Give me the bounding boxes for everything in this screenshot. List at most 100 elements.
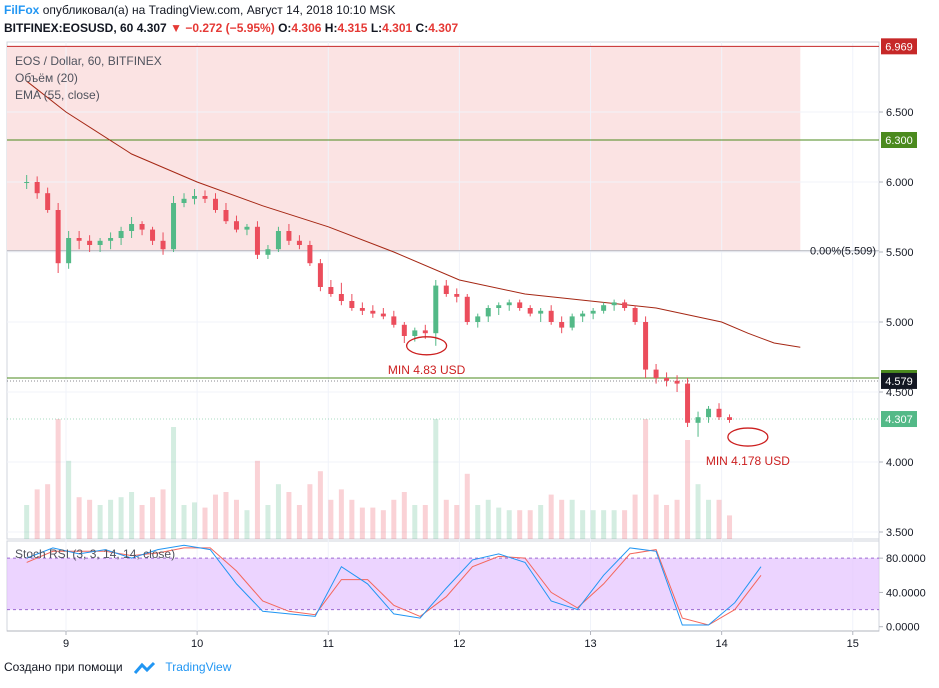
volume-bar-0 <box>24 505 30 539</box>
candle-body-51[interactable] <box>559 322 565 328</box>
high-value: 4.315 <box>337 21 368 35</box>
candle-body-67[interactable] <box>727 417 733 420</box>
candle-body-49[interactable] <box>538 310 544 314</box>
candle-body-65[interactable] <box>706 408 712 418</box>
legend-stoch-rsi[interactable]: Stoch RSI (3, 3, 14, 14, close) <box>15 547 175 561</box>
candle-body-28[interactable] <box>317 263 323 287</box>
candle-body-18[interactable] <box>212 198 218 210</box>
candle-body-53[interactable] <box>580 313 586 317</box>
candle-body-45[interactable] <box>496 305 502 308</box>
close-label: C: <box>415 21 429 35</box>
candle-body-44[interactable] <box>485 308 491 317</box>
candle-body-5[interactable] <box>76 238 82 241</box>
candle-body-16[interactable] <box>192 196 198 199</box>
candle-body-38[interactable] <box>422 330 428 334</box>
publisher-name[interactable]: FilFox <box>4 3 40 17</box>
stoch-rsi-k-line[interactable] <box>26 544 762 626</box>
candle-body-40[interactable] <box>443 285 449 294</box>
footer-brand-link[interactable]: TradingView <box>165 660 232 674</box>
annotation-ellipse-0[interactable] <box>405 336 448 356</box>
y-tick-label-6: 3.500 <box>886 527 914 539</box>
candle-body-35[interactable] <box>391 316 397 325</box>
candle-body-15[interactable] <box>181 198 187 203</box>
candle-body-0[interactable] <box>24 182 30 183</box>
annotation-text-0[interactable]: MIN 4.83 USD <box>388 363 466 377</box>
annotation-ellipse-1[interactable] <box>727 427 769 447</box>
level-badge-label-1: 6.300 <box>885 135 913 147</box>
candle-body-47[interactable] <box>517 302 523 308</box>
ema-line[interactable] <box>26 80 801 348</box>
candle-body-26[interactable] <box>296 240 302 245</box>
price-badge-1 <box>881 411 917 428</box>
volume-bar-53 <box>580 510 586 539</box>
candle-body-32[interactable] <box>359 308 365 311</box>
candle-body-43[interactable] <box>475 316 481 322</box>
candle-body-6[interactable] <box>87 240 93 245</box>
candle-body-12[interactable] <box>150 229 156 241</box>
candle-body-55[interactable] <box>601 305 607 311</box>
open-label: O: <box>278 21 292 35</box>
candle-body-9[interactable] <box>118 231 124 238</box>
stoch-rsi-d-line[interactable] <box>26 547 762 626</box>
y-tick-label-3: 5.000 <box>886 317 914 329</box>
candle-body-54[interactable] <box>590 310 596 314</box>
x-tick-label-6: 15 <box>847 638 859 650</box>
candle-body-52[interactable] <box>569 316 575 328</box>
candle-body-3[interactable] <box>55 210 61 264</box>
candle-body-46[interactable] <box>506 302 512 306</box>
candle-body-48[interactable] <box>527 308 533 314</box>
volume-bar-37 <box>412 505 418 539</box>
y-tick-label-2: 5.500 <box>886 247 914 259</box>
candle-body-13[interactable] <box>160 240 166 250</box>
rsi-band <box>7 558 879 610</box>
annotation-text-1[interactable]: MIN 4.178 USD <box>706 454 790 468</box>
volume-bar-23 <box>265 505 271 539</box>
candle-body-11[interactable] <box>139 224 145 230</box>
candle-body-66[interactable] <box>716 408 722 418</box>
legend-main[interactable]: EOS / Dollar, 60, BITFINEX <box>15 54 162 68</box>
candle-body-33[interactable] <box>370 310 376 314</box>
candle-body-61[interactable] <box>664 378 670 381</box>
candle-body-59[interactable] <box>643 322 649 370</box>
candle-body-57[interactable] <box>622 302 628 308</box>
candle-body-8[interactable] <box>108 238 114 241</box>
candle-body-14[interactable] <box>171 203 177 250</box>
x-tick-label-5: 14 <box>716 638 728 650</box>
volume-bar-26 <box>296 505 302 539</box>
volume-bar-19 <box>223 492 229 539</box>
candle-body-25[interactable] <box>286 231 292 241</box>
candle-body-60[interactable] <box>653 369 659 378</box>
legend-volume[interactable]: Объём (20) <box>15 71 78 85</box>
candle-body-4[interactable] <box>66 238 72 264</box>
candle-body-17[interactable] <box>202 196 208 199</box>
candle-body-56[interactable] <box>611 302 617 306</box>
candle-body-21[interactable] <box>244 226 250 230</box>
candle-body-27[interactable] <box>307 245 313 264</box>
candle-body-50[interactable] <box>548 310 554 322</box>
candle-body-58[interactable] <box>632 308 638 322</box>
candle-body-64[interactable] <box>695 417 701 423</box>
candle-body-22[interactable] <box>254 226 260 255</box>
candle-body-31[interactable] <box>349 301 355 308</box>
candle-body-24[interactable] <box>275 231 281 250</box>
candle-body-63[interactable] <box>685 383 691 423</box>
candle-body-23[interactable] <box>265 249 271 255</box>
candle-body-34[interactable] <box>380 313 386 317</box>
candle-body-37[interactable] <box>412 330 418 336</box>
candle-body-7[interactable] <box>97 240 103 245</box>
candle-body-29[interactable] <box>328 287 334 294</box>
candle-body-62[interactable] <box>674 380 680 384</box>
candle-body-42[interactable] <box>464 296 470 322</box>
candle-body-30[interactable] <box>338 294 344 301</box>
candle-body-10[interactable] <box>129 224 135 231</box>
volume-bar-11 <box>139 505 145 539</box>
legend-ema[interactable]: EMA (55, close) <box>15 88 100 102</box>
candle-body-41[interactable] <box>454 294 460 297</box>
candle-body-19[interactable] <box>223 210 229 222</box>
candle-body-20[interactable] <box>233 221 239 230</box>
candle-body-36[interactable] <box>401 324 407 336</box>
candle-body-39[interactable] <box>433 285 439 334</box>
candle-body-1[interactable] <box>34 182 40 194</box>
candle-body-2[interactable] <box>45 193 51 210</box>
